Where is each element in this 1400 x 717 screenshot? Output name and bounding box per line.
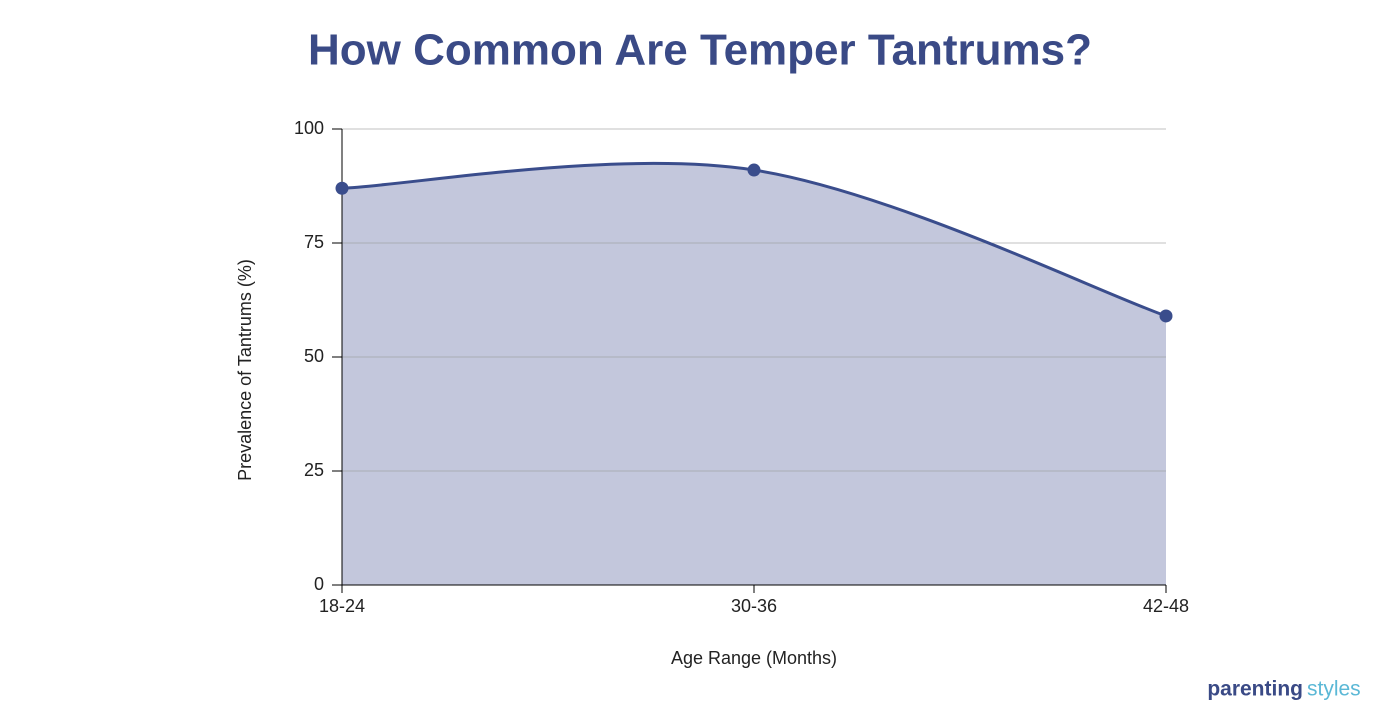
- y-tick-label: 75: [304, 232, 324, 252]
- data-point: [335, 181, 349, 195]
- y-tick-label: 100: [294, 118, 324, 138]
- x-tick-label: 42-48: [1143, 596, 1189, 616]
- area-fill: [342, 163, 1166, 585]
- x-tick-label: 30-36: [731, 596, 777, 616]
- y-axis-label: Prevalence of Tantrums (%): [235, 259, 255, 481]
- y-tick-label: 0: [314, 574, 324, 594]
- x-axis-label: Age Range (Months): [671, 648, 837, 668]
- data-point: [1159, 309, 1173, 323]
- x-tick-label: 18-24: [319, 596, 365, 616]
- y-tick-label: 25: [304, 460, 324, 480]
- data-point: [747, 163, 761, 177]
- logo-part: parenting: [1207, 678, 1303, 701]
- chart-title: How Common Are Temper Tantrums?: [308, 26, 1092, 75]
- y-tick-label: 50: [304, 346, 324, 366]
- logo-part: styles: [1307, 678, 1361, 701]
